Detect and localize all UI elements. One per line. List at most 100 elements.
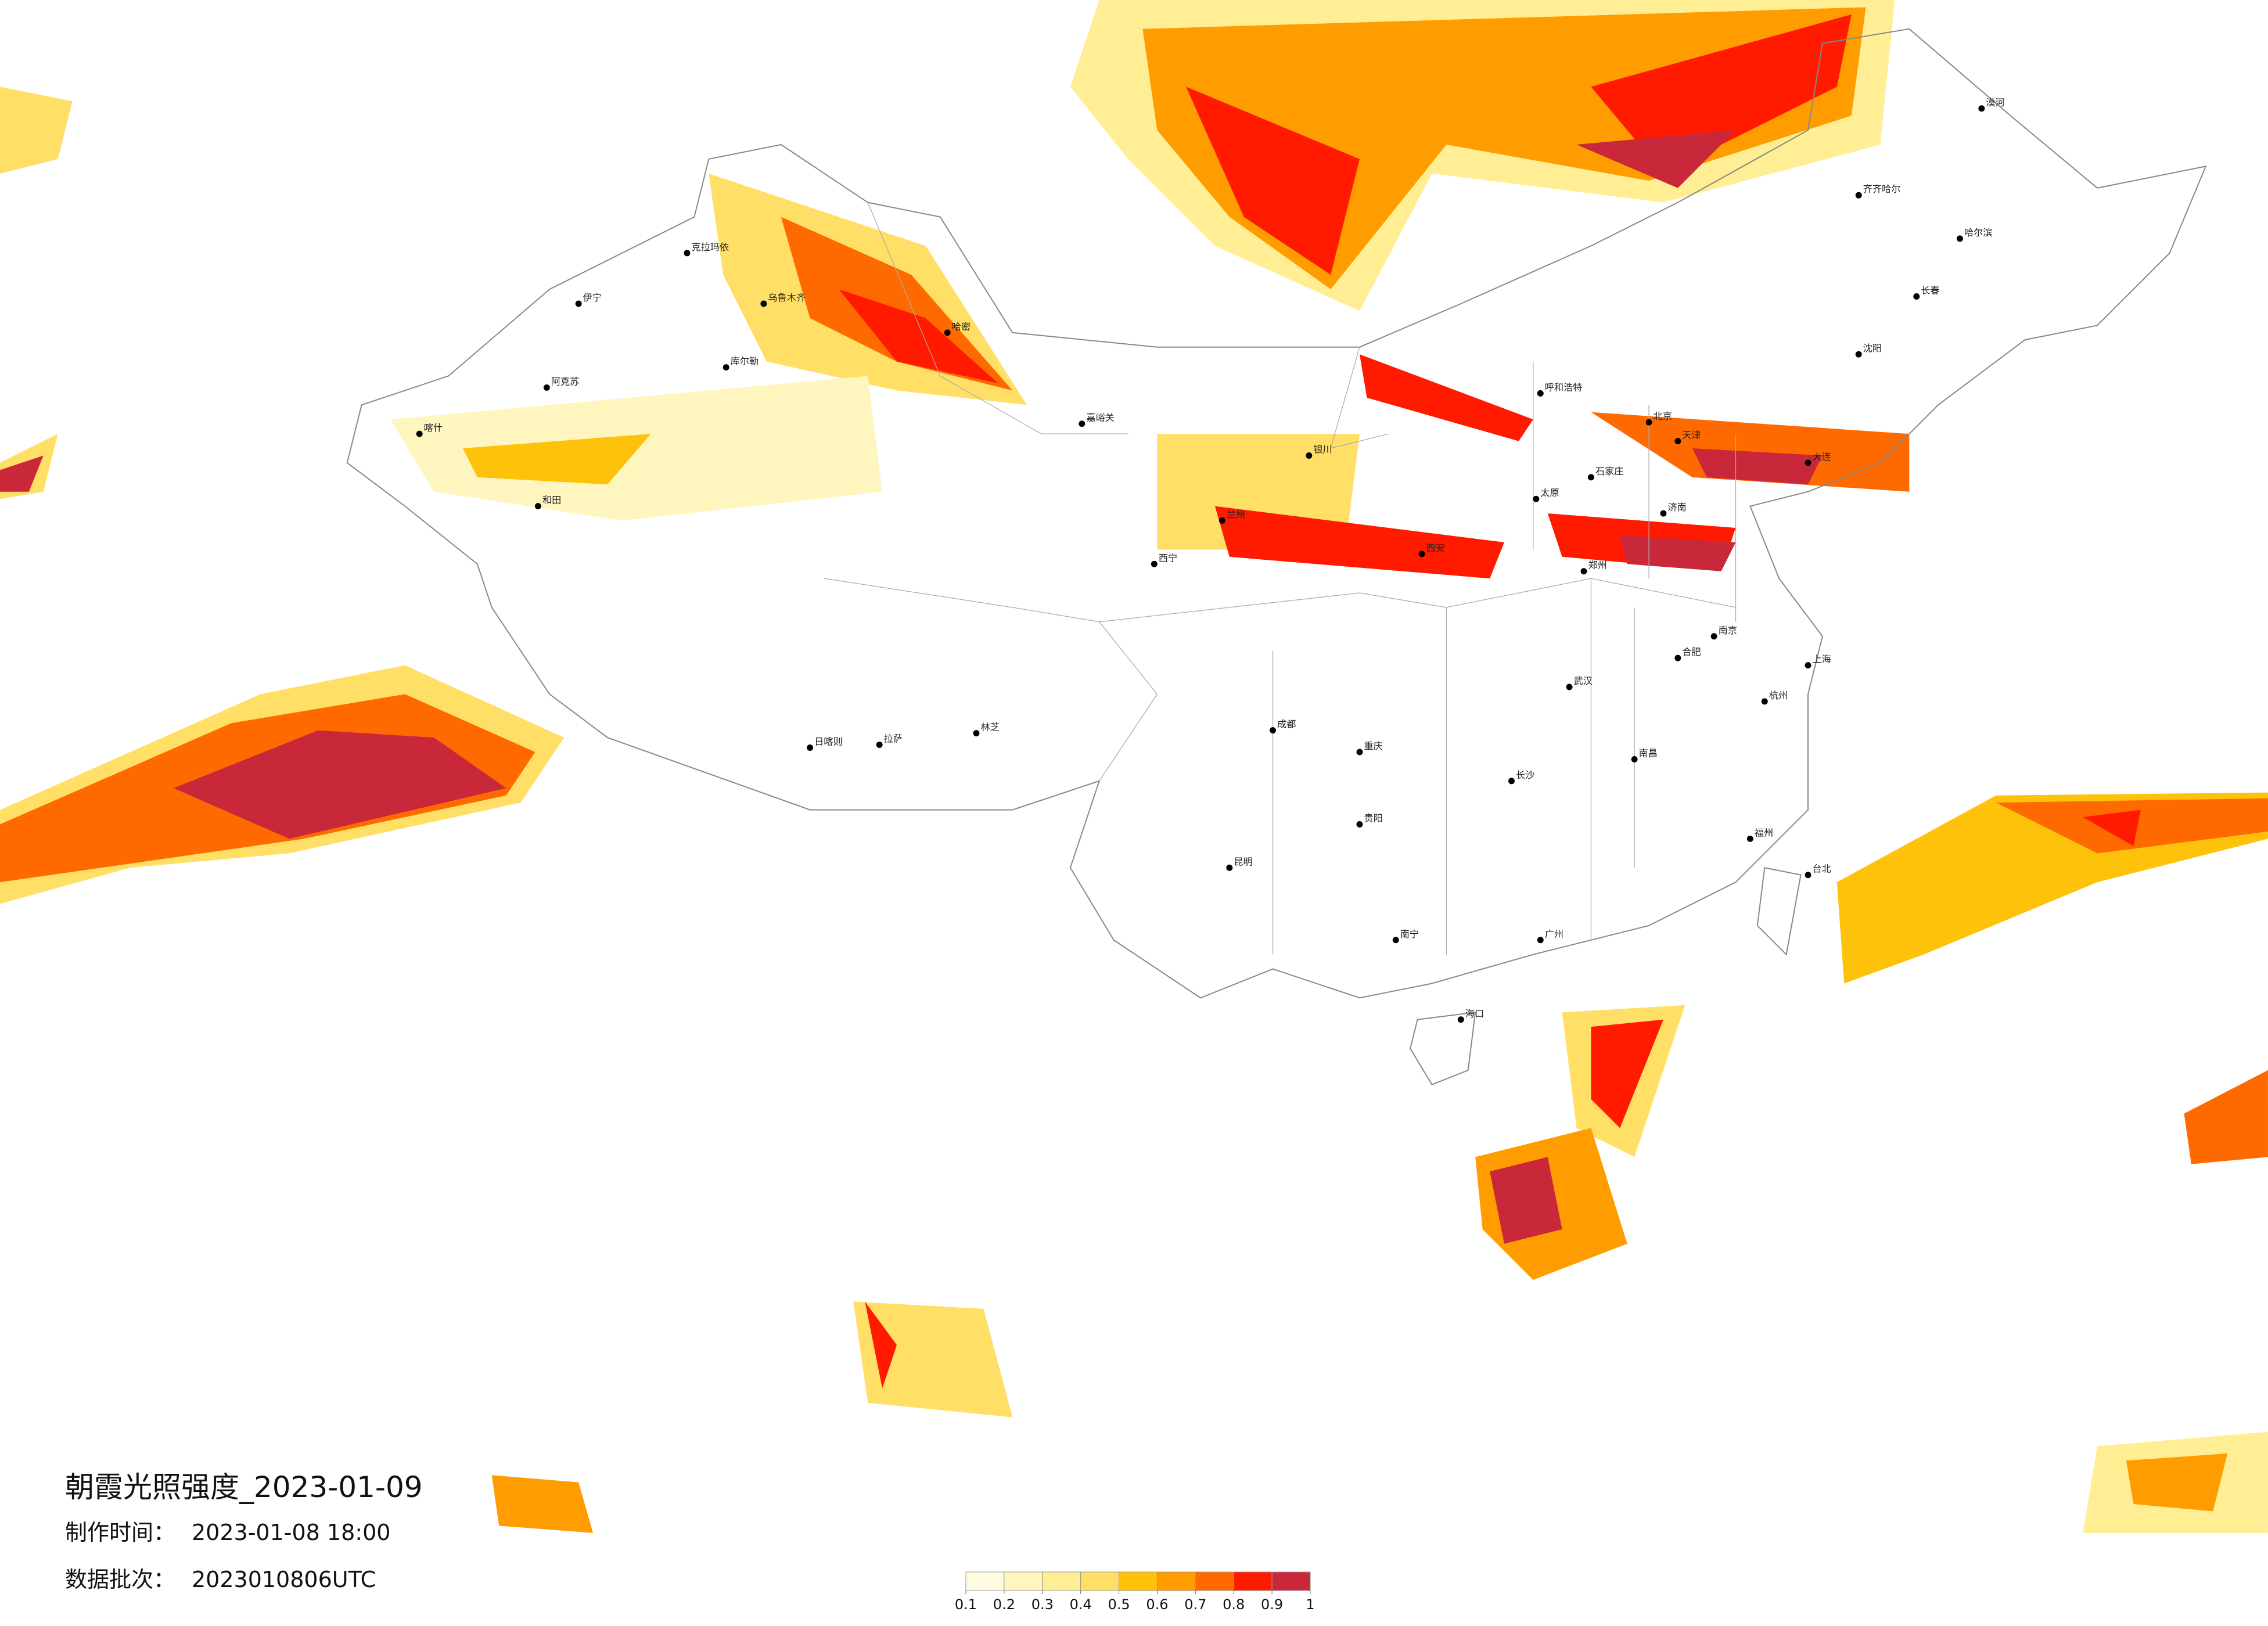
city-label: 上海 xyxy=(1812,654,1831,665)
city-dot xyxy=(1855,351,1862,358)
city-dot xyxy=(723,364,729,371)
city-dot xyxy=(1537,390,1544,397)
city-label: 合肥 xyxy=(1682,646,1701,657)
city-label: 阿克苏 xyxy=(551,376,580,387)
city-label: 南昌 xyxy=(1639,747,1658,758)
legend-swatch xyxy=(1042,1571,1081,1591)
heat-fields xyxy=(0,0,2268,1533)
legend-tick-label: 0.1 xyxy=(955,1596,977,1613)
city-label: 武汉 xyxy=(1574,675,1593,686)
city-label: 和田 xyxy=(542,495,561,506)
province-lines xyxy=(824,202,1737,955)
legend-tick-label: 0.6 xyxy=(1146,1596,1168,1613)
city-dot xyxy=(1957,235,1963,242)
legend: 0.1 0.2 0.3 0.4 0.5 0.6 0.7 0.8 0.9 1 xyxy=(955,1571,1315,1613)
city-dot xyxy=(1508,778,1515,785)
city-dot xyxy=(807,744,814,751)
city-dot xyxy=(416,430,423,437)
city-dot xyxy=(1674,654,1681,661)
city-dot xyxy=(1587,474,1594,481)
legend-tick-label: 0.2 xyxy=(993,1596,1015,1613)
city-label: 嘉峪关 xyxy=(1086,412,1115,423)
city-dot xyxy=(1270,727,1277,734)
city-label: 乌鲁木齐 xyxy=(768,292,806,303)
city-label: 日喀则 xyxy=(814,736,843,747)
legend-swatch xyxy=(1156,1571,1196,1591)
city-label: 杭州 xyxy=(1769,690,1788,701)
made-label: 制作时间： xyxy=(65,1520,175,1545)
city-dot xyxy=(1805,459,1811,466)
city-label: 齐齐哈尔 xyxy=(1863,184,1901,195)
city-label: 昆明 xyxy=(1234,856,1252,867)
city-label: 西安 xyxy=(1426,542,1445,553)
city-label: 贵阳 xyxy=(1364,813,1382,824)
city-dot xyxy=(1079,420,1086,427)
city-dot xyxy=(1855,192,1862,199)
map-title: 朝霞光照强度_2023-01-09 xyxy=(65,1470,423,1504)
city-dot xyxy=(1306,452,1313,459)
city-label: 库尔勒 xyxy=(731,356,759,367)
city-label: 长春 xyxy=(1921,285,1939,296)
batch-label: 数据批次： xyxy=(65,1567,175,1592)
legend-swatch xyxy=(1195,1571,1234,1591)
city-dot xyxy=(684,250,691,257)
city-dot xyxy=(1219,517,1225,524)
city-label: 喀什 xyxy=(424,422,443,433)
city-dot xyxy=(1151,560,1158,567)
city-label: 太原 xyxy=(1540,487,1559,498)
city-label: 林芝 xyxy=(980,722,999,733)
city-dot xyxy=(1566,684,1573,690)
city-label: 石家庄 xyxy=(1595,466,1624,477)
city-label: 广州 xyxy=(1545,929,1563,940)
city-dot xyxy=(944,329,951,336)
city-dot xyxy=(1356,749,1363,756)
city-label: 重庆 xyxy=(1364,740,1382,751)
city-label: 漠河 xyxy=(1986,97,2004,108)
city-label: 伊宁 xyxy=(583,292,602,303)
city-label: 海口 xyxy=(1465,1008,1484,1019)
city-dot xyxy=(1674,438,1681,445)
legend-tick-label: 0.5 xyxy=(1108,1596,1130,1613)
city-dot xyxy=(1645,419,1652,426)
city-dot xyxy=(1533,495,1540,502)
city-label: 拉萨 xyxy=(884,733,903,744)
city-dot xyxy=(543,384,550,391)
city-label: 长沙 xyxy=(1516,769,1534,780)
city-dot xyxy=(575,300,582,307)
city-label: 郑州 xyxy=(1588,560,1606,571)
city-dot xyxy=(1226,864,1233,871)
city-label: 呼和浩特 xyxy=(1545,382,1583,393)
city-dot xyxy=(1580,568,1587,575)
city-dot xyxy=(1631,756,1638,762)
city-label: 哈密 xyxy=(952,321,971,332)
city-label: 西宁 xyxy=(1159,552,1177,563)
city-dot xyxy=(876,742,883,749)
city-label: 南宁 xyxy=(1400,929,1419,940)
city-label: 成都 xyxy=(1277,719,1296,730)
legend-tick-label: 1 xyxy=(1306,1596,1314,1613)
legend-swatch xyxy=(1004,1571,1043,1591)
made-time: 2023-01-08 18:00 xyxy=(192,1520,390,1545)
city-dot xyxy=(1913,293,1920,300)
city-label: 银川 xyxy=(1313,444,1332,455)
legend-swatch xyxy=(965,1571,1005,1591)
city-label: 克拉玛依 xyxy=(691,242,729,253)
city-dot xyxy=(1805,662,1811,669)
legend-swatch xyxy=(1271,1571,1311,1591)
batch-id: 2023010806UTC xyxy=(192,1567,376,1592)
city-dot xyxy=(1978,105,1985,112)
city-label: 哈尔滨 xyxy=(1964,227,1993,238)
city-dot xyxy=(1537,937,1544,944)
city-label: 沈阳 xyxy=(1863,343,1882,354)
legend-swatch xyxy=(1233,1571,1273,1591)
city-label: 福州 xyxy=(1755,827,1773,838)
legend-tick-label: 0.3 xyxy=(1031,1596,1054,1613)
city-dot xyxy=(1356,821,1363,828)
city-label: 北京 xyxy=(1654,411,1672,422)
city-label: 南京 xyxy=(1719,625,1737,636)
city-label: 台北 xyxy=(1812,864,1831,875)
